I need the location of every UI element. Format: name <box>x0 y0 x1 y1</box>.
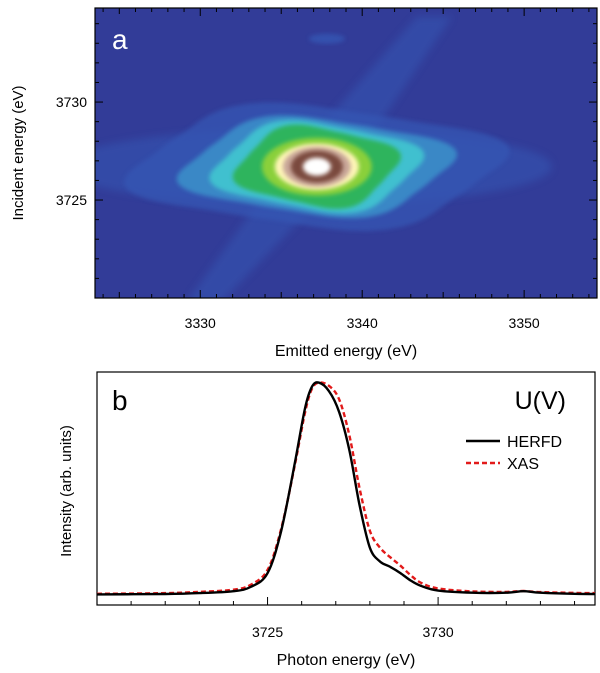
x-tick-label: 3330 <box>185 315 216 331</box>
panel-b-ylabel: Intensity (arb. units) <box>58 425 75 557</box>
panel-a-label: a <box>112 24 128 55</box>
panel-a-ylabel: Incident energy (eV) <box>10 85 27 220</box>
panel-b-series <box>96 381 596 596</box>
panel-a-xlabel: Emitted energy (eV) <box>275 343 417 360</box>
legend: HERFD XAS <box>466 434 562 473</box>
panel-a-heatmap: 3330 3340 3350 3725 3730 a Emitted energy (e… <box>10 7 598 360</box>
heatmap-area <box>95 8 597 298</box>
contour-level-8 <box>302 157 331 176</box>
x-tick-label: 3340 <box>347 315 378 331</box>
panel-b-line-chart: 3725 3730 b U(V) HERFD XAS Photon energy … <box>58 371 596 669</box>
legend-label-herfd: HERFD <box>507 434 562 451</box>
y-tick-label: 3725 <box>56 192 87 208</box>
panel-b-xlabel: Photon energy (eV) <box>277 652 416 669</box>
panel-b-label: b <box>112 385 128 416</box>
series-line-herfd <box>96 381 596 596</box>
y-tick-label: 3730 <box>56 94 87 110</box>
panel-b-ticks: 3725 3730 <box>130 597 576 640</box>
sample-annotation: U(V) <box>515 387 566 415</box>
heatmap-satellite <box>308 33 345 44</box>
x-tick-label: 3725 <box>252 624 283 640</box>
heatmap-contours <box>95 16 552 298</box>
x-tick-label: 3350 <box>509 315 540 331</box>
panel-a-ticks: 3330 3340 3350 3725 3730 <box>56 8 597 331</box>
panel-b-frame <box>96 371 596 606</box>
x-tick-label: 3730 <box>423 624 454 640</box>
legend-label-xas: XAS <box>507 456 539 473</box>
